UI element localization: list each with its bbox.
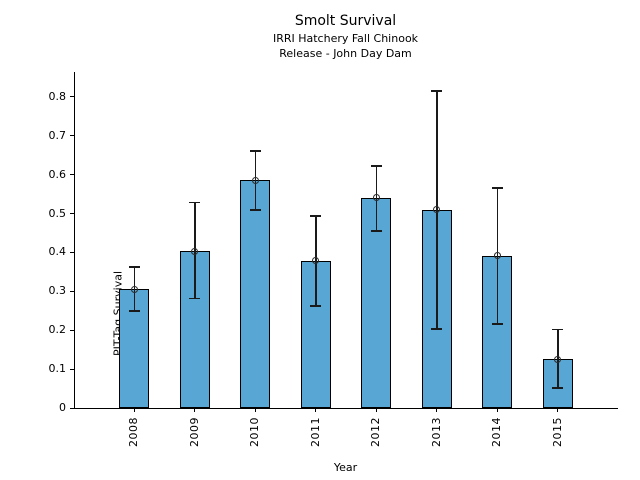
x-axis-label: Year <box>333 461 358 474</box>
y-tick-mark <box>70 135 75 137</box>
error-bar-cap-low-2010 <box>249 209 261 211</box>
error-bar-cap-high-2015 <box>552 328 564 331</box>
y-tick-label-0.6: 0.6 <box>48 167 67 181</box>
data-point-marker-2009 <box>191 247 199 255</box>
chart-title: Smolt Survival <box>294 13 397 29</box>
x-tick-label-2010: 2010 <box>248 417 262 447</box>
error-bar-cap-high-2012 <box>370 165 382 167</box>
data-point-marker-2008 <box>130 285 138 293</box>
x-tick-label-2015: 2015 <box>550 417 564 447</box>
chart-subtitle-line1: IRRI Hatchery Fall Chinook <box>272 32 419 45</box>
y-tick-mark <box>70 407 75 409</box>
y-tick-mark <box>70 368 75 370</box>
y-tick-label-0.5: 0.5 <box>48 206 67 220</box>
data-point-marker-2011 <box>312 257 320 265</box>
y-tick-mark <box>70 251 75 253</box>
error-bar-cap-high-2008 <box>128 265 140 268</box>
error-bar-cap-low-2014 <box>491 323 503 325</box>
x-tick-mark <box>254 408 256 412</box>
error-bar-cap-high-2009 <box>189 201 201 204</box>
x-tick-mark <box>375 408 377 412</box>
x-tick-mark <box>557 408 559 412</box>
plot-area: PIT-Tag Survival 0 0.1 0.2 0.3 0.4 0.5 0.6 0.7 0… <box>49 72 618 447</box>
chart-subtitle-line2: Release - John Day Dam <box>279 46 412 60</box>
error-bar-cap-high-2010 <box>249 150 261 152</box>
y-tick-label-0.1: 0.1 <box>48 362 67 376</box>
x-tick-mark <box>315 408 317 412</box>
data-point-marker-2012 <box>372 194 380 202</box>
error-bar-cap-high-2011 <box>310 215 322 217</box>
error-bar-cap-low-2015 <box>552 387 564 389</box>
chart-header: Smolt Survival IRRI Hatchery Fall Chinoo… <box>74 13 617 61</box>
data-point-marker-2014 <box>493 252 501 260</box>
error-bar-cap-low-2012 <box>370 230 382 232</box>
error-bar-cap-low-2011 <box>310 305 322 307</box>
y-tick-label-0.3: 0.3 <box>48 284 67 298</box>
bar-2012 <box>361 197 392 408</box>
x-tick-label-2012: 2012 <box>369 417 383 447</box>
data-point-marker-2013 <box>433 206 441 214</box>
bar-2010 <box>240 180 271 408</box>
x-tick-mark <box>133 408 135 412</box>
data-point-marker-2010 <box>251 176 259 184</box>
y-tick-mark <box>70 174 75 176</box>
y-tick-mark <box>70 213 75 214</box>
x-tick-label-2011: 2011 <box>308 417 322 447</box>
x-tick-label-2008: 2008 <box>127 417 141 447</box>
x-tick-label-2009: 2009 <box>187 417 201 447</box>
y-tick-label-0.4: 0.4 <box>48 245 67 259</box>
error-bar-cap-low-2008 <box>128 310 140 312</box>
y-tick-label-0.8: 0.8 <box>48 89 67 103</box>
error-bar-cap-high-2013 <box>431 90 443 92</box>
x-tick-mark <box>496 408 498 412</box>
error-bar-cap-low-2013 <box>431 328 443 330</box>
error-bar-cap-low-2009 <box>189 297 201 300</box>
y-tick-label-0: 0 <box>59 401 66 414</box>
data-point-marker-2015 <box>554 355 562 363</box>
y-tick-mark <box>70 96 75 98</box>
y-tick-label-0.7: 0.7 <box>48 128 67 142</box>
error-bar-cap-high-2014 <box>491 187 503 189</box>
y-tick-label-0.2: 0.2 <box>48 323 67 337</box>
x-tick-mark <box>194 408 196 412</box>
x-tick-mark <box>436 408 438 412</box>
x-tick-label-2013: 2013 <box>429 417 443 447</box>
y-tick-mark <box>70 290 75 292</box>
y-tick-mark <box>70 329 75 331</box>
x-tick-label-2014: 2014 <box>490 417 504 447</box>
